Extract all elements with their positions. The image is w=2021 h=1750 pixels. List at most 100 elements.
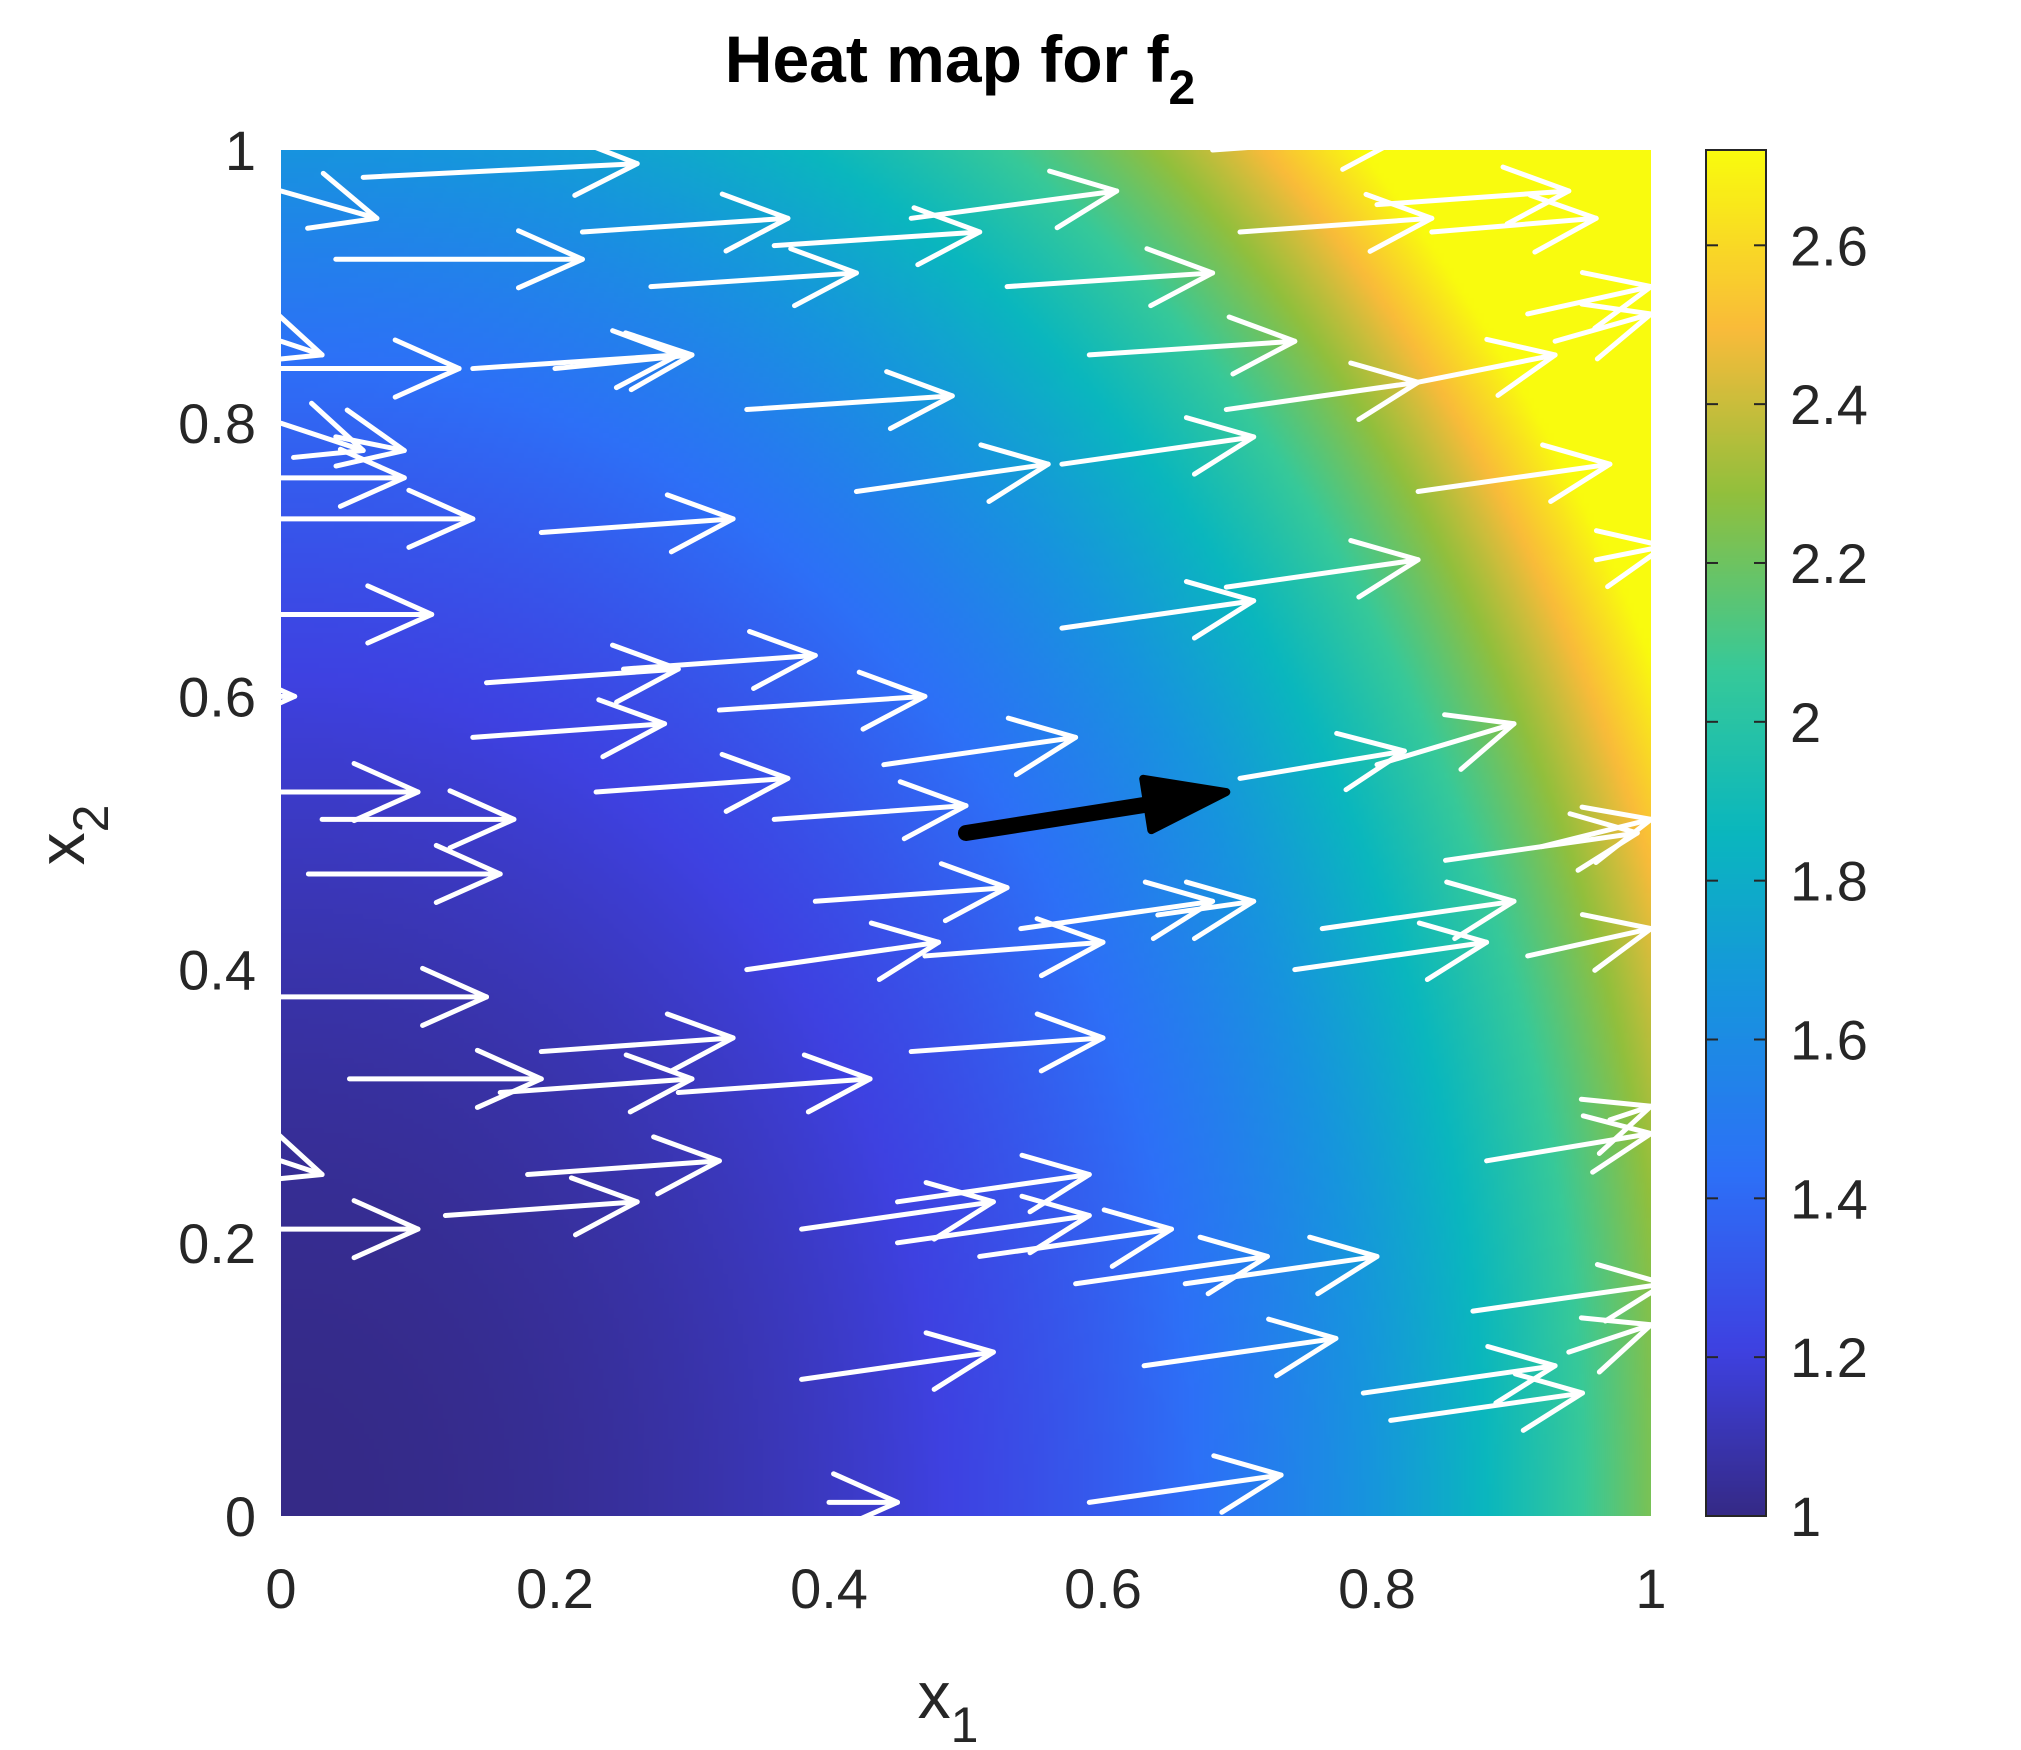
quiver-arrow [1525, 912, 1654, 973]
quiver-arrow [1593, 528, 1668, 590]
quiver-arrow-head [1579, 270, 1654, 331]
quiver-arrow [922, 916, 1106, 979]
quiver-arrow-shaft [360, 161, 640, 180]
quiver-arrow [333, 228, 585, 291]
quiver-arrow-shaft [484, 666, 681, 686]
quiver-arrow [1319, 879, 1517, 942]
quiver-arrow-head [249, 1124, 325, 1184]
quiver-arrow-shaft [593, 775, 791, 795]
quiver-arrow-head [1578, 1315, 1654, 1375]
quiver-arrow-shaft [1223, 379, 1421, 413]
quiver-arrow-head [392, 337, 462, 400]
quiver-arrow [1004, 246, 1216, 309]
quiver-arrow [249, 1124, 325, 1184]
quiver-arrow-head [923, 1180, 996, 1242]
quiver-arrow-shaft [1210, 133, 1407, 153]
quiver-arrow-shaft [1059, 598, 1257, 631]
y-axis-label-main: x [24, 832, 98, 865]
quiver-arrow-head [1101, 1207, 1174, 1269]
quiver-arrow-head [664, 492, 736, 555]
quiver-arrow-shaft [799, 1199, 996, 1232]
quiver-arrow-head [1527, 192, 1599, 255]
colorbar-tick-label: 1.6 [1790, 1008, 1868, 1071]
quiver-arrow-head [1444, 879, 1517, 942]
quiver-arrow [716, 669, 928, 732]
quiver-arrow-head [1266, 1316, 1339, 1379]
quiver-arrow [1538, 804, 1654, 865]
quiver-arrow [1059, 579, 1257, 641]
quiver-arrow [744, 369, 955, 432]
quiver-arrow [1552, 301, 1654, 362]
quiver-arrow [1210, 109, 1407, 172]
quiver-arrow-shaft [744, 939, 942, 973]
quiver-arrow-head [1416, 920, 1490, 983]
quiver-arrow-head [1183, 415, 1257, 477]
quiver-arrow-head [1034, 916, 1106, 979]
quiver-arrow [621, 628, 818, 691]
quiver-arrow-shaft [881, 734, 1079, 768]
quiver-arrow [648, 246, 859, 309]
quiver-arrow-shaft [1607, 1103, 1654, 1123]
colorbar-tick-label: 2.6 [1790, 214, 1868, 277]
quiver-arrow-head [897, 779, 969, 842]
colorbar-tick-label: 1.2 [1790, 1326, 1868, 1389]
quiver-arrow-head [1019, 1193, 1092, 1256]
y-axis-label-subscript: 2 [63, 805, 119, 833]
quiver-arrow-head [1442, 712, 1517, 772]
quiver-arrow-head [1197, 1234, 1270, 1297]
quiver-arrow [771, 779, 969, 842]
quiver-arrow-shaft [333, 434, 407, 454]
quiver-arrow-head [433, 842, 503, 906]
quiver-arrow-shaft [908, 1035, 1106, 1055]
quiver-arrow-shaft [675, 1076, 873, 1096]
quiver-arrow-head [938, 861, 1010, 924]
quiver-arrow-head [719, 751, 791, 814]
quiver-arrow-head [610, 642, 681, 705]
quiver-arrow [1059, 415, 1257, 477]
quiver-arrow-head [474, 1047, 544, 1110]
quiver-arrow [1415, 442, 1613, 504]
quiver-arrow [1470, 1262, 1668, 1324]
quiver-arrow [1223, 360, 1421, 422]
quiver-arrow-head [1579, 912, 1654, 973]
quiver-arrow [977, 1207, 1174, 1269]
colorbar-gradient [1706, 150, 1766, 1516]
x-tick-label: 0.6 [1064, 1557, 1142, 1620]
quiver-arrow [228, 665, 298, 728]
chart-title: Heat map for f2 [725, 22, 1195, 115]
quiver-arrow-shaft [1374, 188, 1572, 208]
y-tick-label: 1 [225, 119, 256, 182]
x-axis-label-main: x [918, 1658, 951, 1732]
quiver-arrow-shaft [470, 721, 668, 740]
quiver-arrow [908, 168, 1120, 231]
colorbar-tick-label: 2 [1790, 691, 1821, 754]
quiver-arrow [442, 1175, 640, 1238]
quiver-arrow-head [1578, 1096, 1654, 1156]
quiver-arrow [497, 1052, 695, 1115]
quiver-arrow [908, 1011, 1106, 1074]
quiver-arrow [278, 170, 380, 231]
quiver-arrow-head [447, 788, 517, 851]
quiver-arrow-shaft [853, 461, 1051, 494]
quiver-arrow [333, 407, 407, 469]
quiver-arrow-head [406, 487, 476, 550]
quiver-arrow-head [1226, 314, 1298, 377]
quiver-arrow-head [420, 965, 489, 1028]
quiver-arrow-head [978, 442, 1051, 504]
quiver-arrow-head [515, 228, 585, 291]
quiver-arrow [1388, 1371, 1585, 1433]
quiver-arrow-head [1348, 538, 1421, 600]
colorbar-tick-label: 1.4 [1790, 1167, 1868, 1230]
quiver-arrow-shaft [1360, 1363, 1558, 1396]
quiver-arrow [895, 1152, 1092, 1215]
quiver-arrow-shaft [278, 420, 366, 454]
colorbar-tick-label: 2.2 [1790, 532, 1868, 595]
quiver-arrow [853, 442, 1051, 504]
quiver-arrow-head [788, 246, 859, 309]
quiver-arrow-shaft [744, 393, 955, 413]
chart-title-main: Heat map for f [725, 22, 1170, 96]
quiver-arrow-head [249, 305, 325, 365]
x-axis-label-subscript: 1 [951, 1697, 979, 1750]
quiver-arrow [1429, 192, 1599, 255]
quiver-arrow-shaft [1566, 1322, 1654, 1355]
